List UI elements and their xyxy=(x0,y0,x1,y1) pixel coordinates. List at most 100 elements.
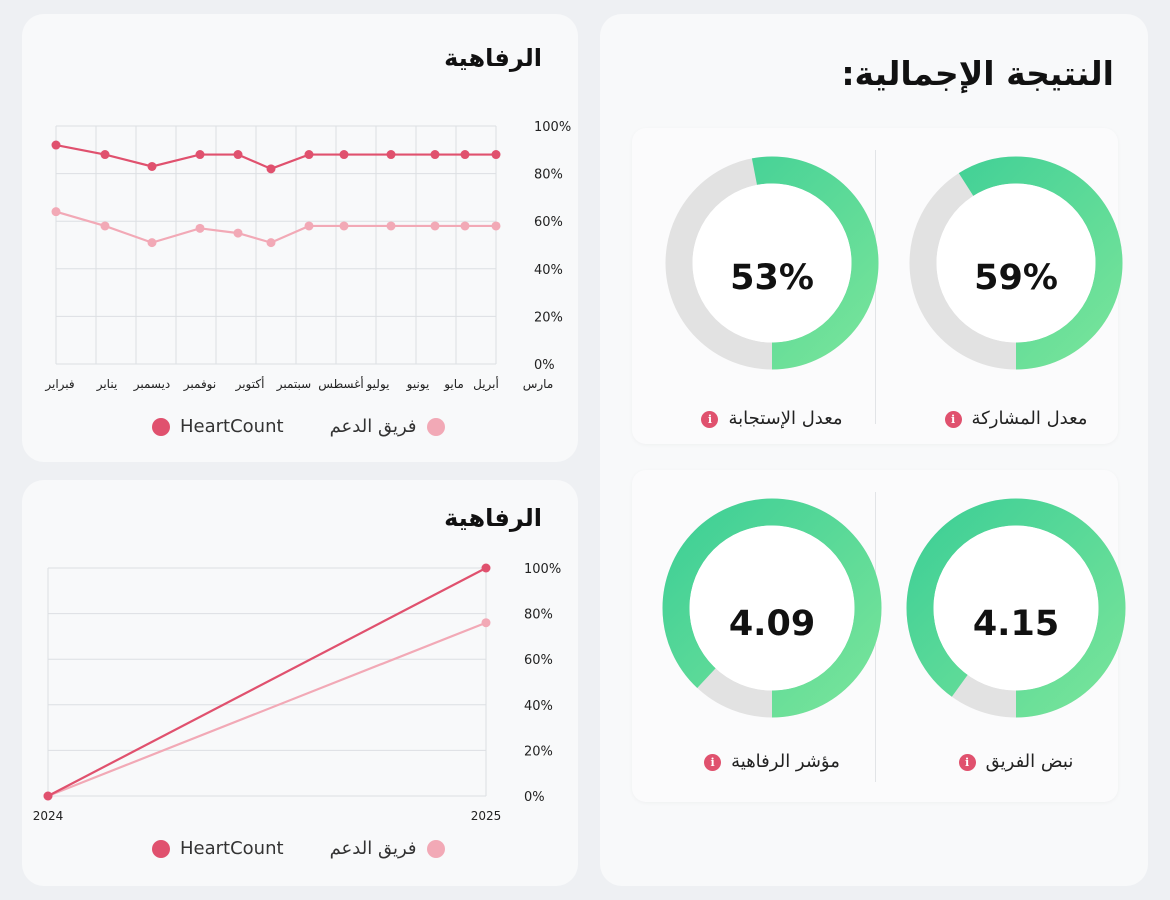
data-point xyxy=(233,228,243,238)
legend-label: فريق الدعم xyxy=(329,838,417,859)
x-tick-label: يوليو xyxy=(365,377,389,392)
legend-dot xyxy=(426,417,445,436)
legend-dot xyxy=(426,839,445,858)
team-pulse-label: نبض الفريق i xyxy=(894,751,1138,772)
data-point xyxy=(266,164,276,174)
monthly-wellbeing-chart: 100% 80% 60% 40% 20% 0% مارس أبريل مايو يونيو يولي… xyxy=(44,120,571,392)
wellbeing-index-donut xyxy=(662,498,882,718)
data-point xyxy=(430,221,440,231)
data-point xyxy=(195,150,205,160)
legend-item-heartcount[interactable]: HeartCount xyxy=(152,838,284,859)
donut-hole xyxy=(692,183,852,343)
data-point xyxy=(481,618,491,628)
series-line xyxy=(47,567,487,797)
y-tick-label: 60% xyxy=(524,653,553,668)
y-tick-label: 100% xyxy=(524,562,561,577)
info-icon[interactable]: i xyxy=(944,410,962,428)
data-point xyxy=(491,221,501,231)
data-point xyxy=(339,150,349,160)
participation-donut xyxy=(909,156,1123,370)
x-tick-label: ديسمبر xyxy=(133,377,171,392)
x-tick-label: مايو xyxy=(443,377,464,392)
legend-label: فريق الدعم xyxy=(329,416,417,437)
info-icon[interactable]: i xyxy=(704,753,722,771)
series-line xyxy=(55,210,496,244)
response-rate-label: معدل الإستجابة i xyxy=(650,408,894,429)
team-pulse-value: 4.15 xyxy=(972,604,1060,644)
participation-rate-metric: 59% معدل المشاركة i xyxy=(894,156,1138,436)
y-tick-label: 40% xyxy=(524,699,553,714)
response-rate-value: 53% xyxy=(730,258,814,298)
info-icon[interactable]: i xyxy=(701,410,719,428)
response-rate-label-text: معدل الإستجابة xyxy=(728,408,843,429)
donut-arc xyxy=(662,498,882,718)
series-line xyxy=(55,143,496,171)
participation-rate-label-text: معدل المشاركة xyxy=(971,408,1088,429)
donut-hole xyxy=(689,525,855,691)
x-tick-label: يونيو xyxy=(406,377,430,392)
legend-item-heartcount[interactable]: HeartCount xyxy=(152,416,284,437)
data-point xyxy=(386,150,396,160)
y-tick-label: 80% xyxy=(534,168,563,183)
x-tick-label: أغسطس xyxy=(318,376,363,392)
data-point xyxy=(386,221,396,231)
data-point xyxy=(304,150,314,160)
y-tick-label: 0% xyxy=(534,358,555,373)
x-tick-label: أبريل xyxy=(473,376,499,392)
data-point xyxy=(460,150,470,160)
wellbeing-index-metric: 4.09 مؤشر الرفاهية i xyxy=(650,498,894,794)
y-tick-label: 0% xyxy=(524,790,545,805)
data-point xyxy=(430,150,440,160)
data-point xyxy=(51,140,61,150)
wellbeing-index-label-text: مؤشر الرفاهية xyxy=(731,751,840,772)
data-point xyxy=(460,221,470,231)
data-point xyxy=(233,150,243,160)
yearly-wellbeing-chart: 100% 80% 60% 40% 20% 0% 2024 2025 xyxy=(33,562,561,823)
donut-hole xyxy=(933,525,1099,691)
legend-dot xyxy=(152,839,170,858)
participation-rate-value: 59% xyxy=(974,258,1058,298)
legend-item-team[interactable]: فريق الدعم xyxy=(330,416,445,437)
data-point xyxy=(304,221,314,231)
chart-title: الرفاهية xyxy=(444,44,542,72)
team-pulse-donut xyxy=(906,498,1126,718)
donut-arc xyxy=(906,498,1126,718)
legend-label: HeartCount xyxy=(180,838,284,859)
chart-legend: HeartCount فريق الدعم xyxy=(152,838,491,859)
data-point xyxy=(51,207,61,217)
yearly-wellbeing-card: الرفاهية 100% 80% 60% 40% 20% 0% 2024 2025 Hear… xyxy=(22,480,578,886)
wellbeing-index-label: مؤشر الرفاهية i xyxy=(650,751,894,772)
score-metrics-panel: 4.15 نبض الفريق i 4.09 مؤشر الرفاهية i xyxy=(632,470,1126,802)
x-tick-label: يناير xyxy=(96,377,118,392)
legend-item-team[interactable]: فريق الدعم xyxy=(330,838,445,859)
donut-arc xyxy=(665,156,879,370)
donut-arc xyxy=(909,156,1123,370)
x-tick-label: نوفمبر xyxy=(183,377,216,392)
data-point xyxy=(43,791,53,801)
data-point xyxy=(147,161,157,171)
y-tick-label: 20% xyxy=(534,310,563,325)
overall-score-card: النتيجة الإجمالية: 59% معدل المشاركة i 53… xyxy=(600,14,1148,886)
data-point xyxy=(491,150,501,160)
series-line xyxy=(47,621,487,798)
overall-title: النتيجة الإجمالية: xyxy=(841,54,1114,93)
chart-legend: HeartCount فريق الدعم xyxy=(152,416,491,437)
rate-metrics-panel: 59% معدل المشاركة i 53% معدل الإستجابة i xyxy=(632,128,1123,444)
x-tick-label: فبراير xyxy=(44,377,74,392)
wellbeing-index-value: 4.09 xyxy=(728,604,816,644)
data-point xyxy=(195,223,205,233)
x-tick-label: 2024 xyxy=(33,809,64,823)
x-tick-label: أكتوبر xyxy=(235,376,265,392)
info-icon[interactable]: i xyxy=(958,753,976,771)
response-donut xyxy=(665,156,879,370)
x-tick-label: 2025 xyxy=(471,809,502,823)
data-point xyxy=(100,150,110,160)
data-point xyxy=(266,238,276,248)
donut-hole xyxy=(936,183,1096,343)
data-point xyxy=(100,221,110,231)
chart-title: الرفاهية xyxy=(444,504,542,532)
monthly-wellbeing-card: الرفاهية 100% 80% 60% 40% 20% 0% مارس أبريل مايو… xyxy=(22,14,578,462)
data-point xyxy=(147,238,157,248)
team-pulse-metric: 4.15 نبض الفريق i xyxy=(894,498,1138,794)
y-tick-label: 80% xyxy=(524,608,553,623)
